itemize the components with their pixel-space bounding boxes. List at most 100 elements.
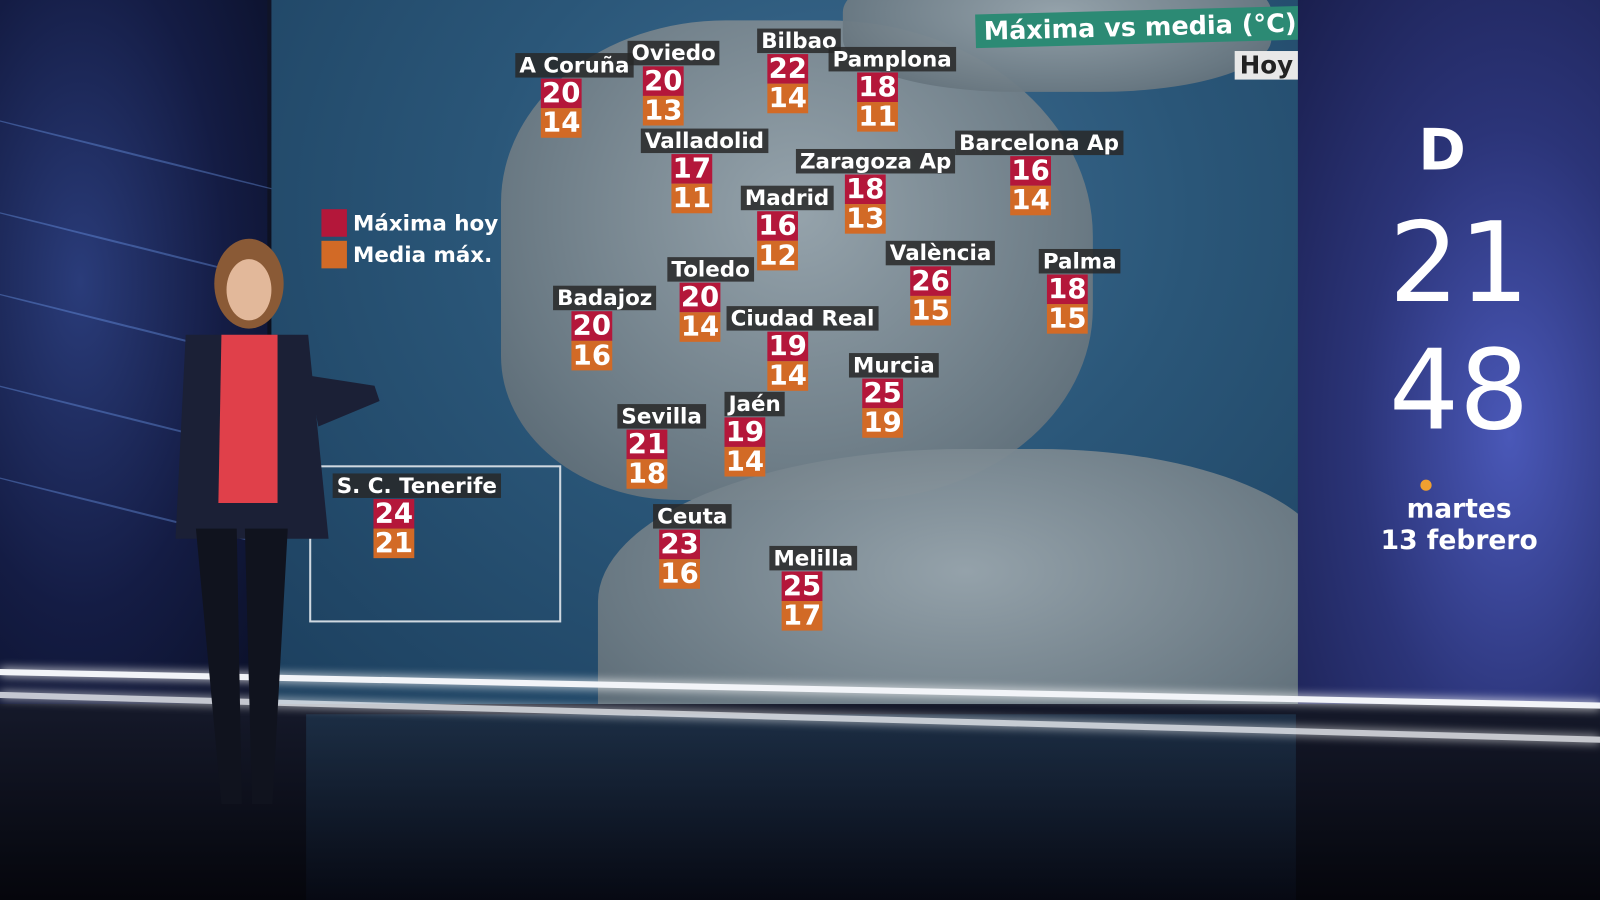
city-name: València [885,240,996,266]
city-values: 26 15 [910,265,952,326]
date: 13 febrero [1380,525,1538,557]
city-name: Sevilla [617,404,706,429]
max-temp: 20 [540,77,582,110]
avg-max-temp: 21 [373,527,415,560]
avg-max-temp: 14 [679,311,721,343]
city-marker: Oviedo 20 13 [627,40,720,126]
city-values: 20 14 [540,77,582,138]
city-marker: Jaén 19 14 [724,391,785,477]
avg-max-temp: 12 [757,239,798,272]
avg-max-temp: 14 [767,82,809,115]
city-values: 18 15 [1046,273,1088,335]
city-marker: Pamplona 18 11 [828,46,956,132]
avg-max-temp: 14 [724,445,766,478]
city-values: 21 18 [626,428,668,490]
north-africa [597,448,1298,705]
city-values: 25 19 [862,377,904,439]
avg-max-temp: 16 [571,339,613,372]
max-temp: 16 [1010,155,1052,187]
period-label: Hoy [1234,51,1299,80]
legend-swatch [321,240,347,269]
city-values: 20 14 [679,281,721,343]
avg-max-temp: 11 [671,182,713,215]
city-values: 20 13 [642,65,684,127]
max-temp: 16 [757,210,798,242]
max-temp: 19 [724,416,766,448]
city-name: S. C. Tenerife [332,473,502,498]
city-name: Pamplona [828,46,956,72]
city-values: 16 12 [757,211,798,270]
city-values: 23 16 [659,529,700,590]
city-name: Barcelona Ap [955,130,1124,156]
max-temp: 26 [910,265,952,297]
city-values: 19 14 [724,416,766,478]
canary-islands-inset [309,465,562,623]
legend-label: Máxima hoy [353,210,499,236]
city-values: 20 16 [571,310,613,372]
city-marker: Toledo 20 14 [667,257,754,342]
channel-logo: D [1418,117,1466,184]
city-values: 16 14 [1010,155,1052,217]
date-display: martes 13 febrero [1357,494,1561,557]
city-marker: Badajoz 20 16 [553,285,657,371]
city-name: Palma [1038,248,1121,274]
city-marker: Barcelona Ap 16 14 [955,130,1124,216]
max-temp: 18 [1046,273,1088,306]
legend: Máxima hoy Media máx. [321,207,498,270]
avg-max-temp: 14 [767,360,809,392]
max-temp: 22 [767,53,809,85]
city-marker: Zaragoza Ap 18 13 [795,148,956,234]
city-values: 18 13 [844,173,886,235]
city-name: Bilbao [757,28,841,54]
city-marker: Melilla 25 17 [769,545,858,631]
avg-max-temp: 13 [844,203,886,235]
city-name: Oviedo [627,40,720,66]
max-temp: 25 [781,570,823,603]
avg-max-temp: 19 [862,407,904,439]
city-marker: S. C. Tenerife 24 21 [332,473,502,559]
city-name: Jaén [724,391,785,417]
avg-max-temp: 14 [1010,184,1052,217]
max-temp: 25 [862,377,904,410]
avg-max-temp: 18 [626,458,668,490]
max-temp: 21 [626,428,668,461]
clock-minutes: 48 [1389,327,1530,456]
accent-dot [1420,479,1432,491]
city-marker: Palma 18 15 [1038,248,1121,334]
avg-max-temp: 11 [857,101,898,133]
city-name: Melilla [769,545,858,571]
city-name: Murcia [848,353,939,378]
right-video-wall [1297,0,1600,727]
city-name: Ceuta [653,504,732,529]
city-values: 25 17 [781,570,823,632]
avg-max-temp: 15 [1046,303,1088,335]
max-temp: 18 [844,173,886,206]
city-marker: Ciudad Real 19 14 [726,306,879,391]
max-temp: 20 [571,310,613,342]
max-temp: 20 [679,281,721,314]
city-values: 19 14 [767,330,809,392]
city-marker: Madrid 16 12 [740,185,834,270]
city-name: A Coruña [515,53,634,78]
max-temp: 18 [857,71,898,104]
city-name: Badajoz [553,285,657,311]
city-name: Madrid [740,185,834,211]
presenter [175,238,380,805]
city-marker: Sevilla 21 18 [617,404,706,489]
legend-swatch [321,209,347,237]
city-marker: Murcia 25 19 [848,353,939,438]
avg-max-temp: 13 [642,94,684,127]
city-values: 24 21 [373,497,415,560]
max-temp: 20 [642,65,684,97]
max-temp: 24 [373,497,415,530]
city-marker: A Coruña 20 14 [515,53,634,138]
city-marker: València 26 15 [885,240,996,326]
city-values: 22 14 [767,53,809,115]
avg-max-temp: 16 [659,558,700,590]
avg-max-temp: 17 [781,599,823,632]
max-temp: 19 [767,330,809,363]
city-name: Zaragoza Ap [795,148,956,174]
city-marker: Bilbao 22 14 [757,28,841,114]
city-name: Toledo [667,257,754,282]
